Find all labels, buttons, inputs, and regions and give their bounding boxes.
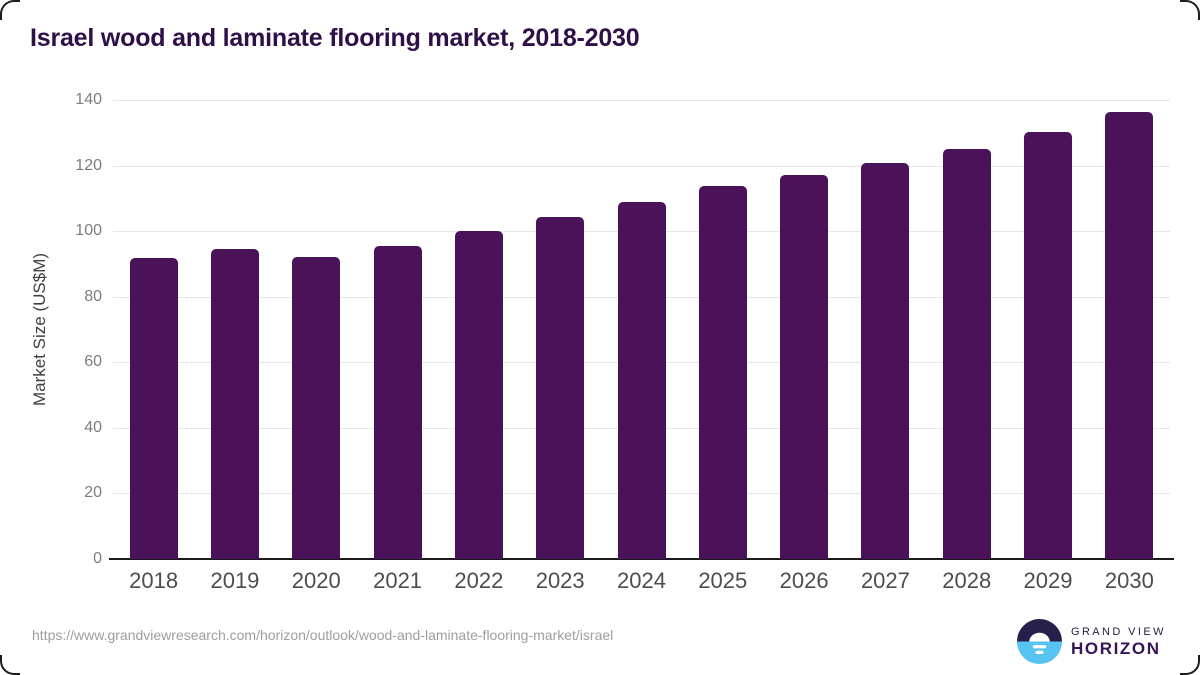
bar-2024 [617,201,666,559]
x-tick-label-2021: 2021 [373,568,423,593]
y-tick-label-120: 120 [75,156,102,174]
card-corner-top-right [1180,0,1200,20]
y-tick-label-60: 60 [84,353,102,371]
y-tick-label-40: 40 [84,418,102,436]
card-corner-bottom-left [0,655,20,675]
horizon-sunset-logo-icon [1017,619,1062,664]
x-tick-label-2027: 2027 [860,568,910,593]
x-tick-label-2023: 2023 [535,568,585,593]
bar-2026 [780,175,829,559]
x-tick-label-2030: 2030 [1104,568,1154,593]
y-tick-label-0: 0 [93,550,102,567]
card-corner-bottom-right [1180,655,1200,675]
x-tick-label-2019: 2019 [210,568,260,593]
bar-2020 [292,257,341,559]
y-tick-label-20: 20 [84,484,102,502]
x-tick-label-2020: 2020 [291,568,341,593]
bar-2021 [373,245,422,559]
plot-area [109,100,1174,560]
chart-title: Israel wood and laminate flooring market… [30,24,640,52]
bar-2029 [1024,131,1073,559]
bar-2030 [1105,111,1154,559]
gridline-120 [113,165,1170,167]
bar-2023 [536,216,585,559]
bar-2022 [454,230,503,559]
x-tick-label-2025: 2025 [698,568,748,593]
bar-2018 [129,258,178,559]
y-tick-label-140: 140 [75,91,102,108]
logo-horizon-label: HORIZON [1071,639,1161,658]
x-tick-label-2018: 2018 [129,568,179,593]
bar-2025 [698,186,747,559]
gridline-140 [113,100,1170,101]
bar-2027 [861,162,910,559]
bar-2019 [210,248,259,559]
x-tick-label-2026: 2026 [779,568,829,593]
y-tick-label-80: 80 [84,287,102,305]
x-tick-label-2024: 2024 [617,568,666,593]
logo-text: GRAND VIEW HORIZON [1071,626,1166,659]
logo-grand-view-label: GRAND VIEW [1071,626,1166,638]
card-corner-top-left [0,0,20,20]
x-tick-label-2029: 2029 [1023,568,1073,593]
x-axis-line [109,558,1174,560]
x-tick-label-2022: 2022 [454,568,504,593]
brand-logo: GRAND VIEW HORIZON [1017,619,1177,665]
bar-2028 [942,148,991,559]
y-tick-label-100: 100 [75,222,102,240]
source-url: https://www.grandviewresearch.com/horizo… [32,627,614,643]
x-tick-label-2028: 2028 [942,568,992,593]
